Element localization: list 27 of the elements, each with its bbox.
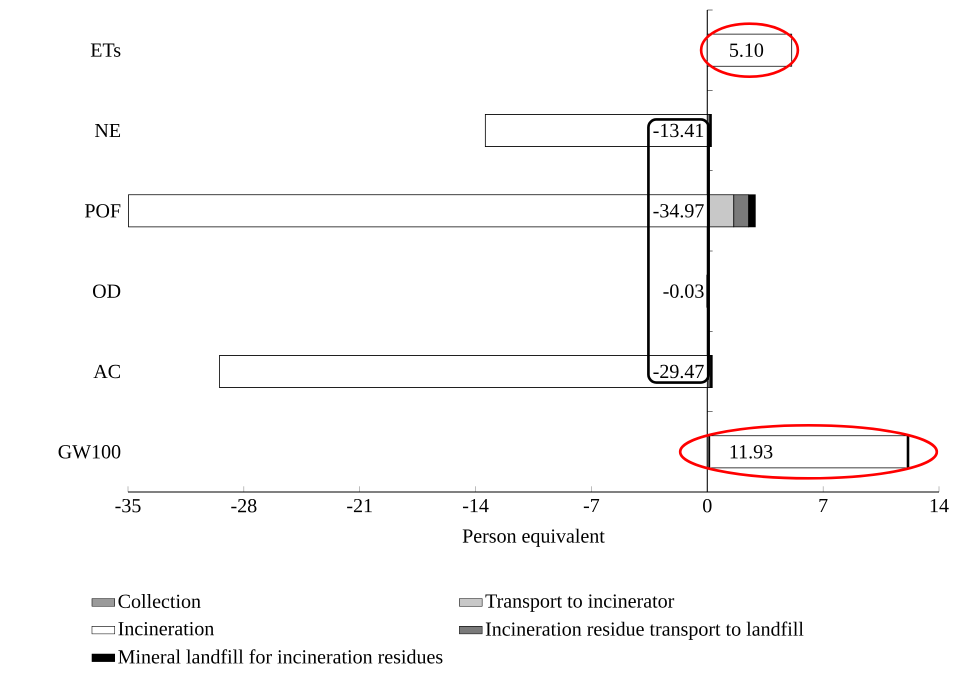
x-tick-label: 14 (930, 498, 949, 512)
data-label: -34.97 (653, 204, 704, 218)
data-label: 5.10 (730, 43, 764, 57)
x-tick-label: -14 (462, 498, 489, 512)
y-tick-label: NE (94, 124, 120, 138)
y-tick-label: AC (93, 364, 120, 378)
legend-label: Incineration (118, 622, 214, 636)
x-tick-label: -28 (231, 498, 256, 512)
legend-label: Transport to incinerator (485, 594, 674, 612)
x-tick-label: 0 (703, 498, 712, 512)
legend-label: Mineral landfill for incineration residues (118, 649, 442, 664)
y-tick-label: ETs (90, 44, 120, 57)
x-tick-label: -21 (347, 498, 372, 512)
legend-label: Incineration residue transport to landfill (486, 622, 804, 640)
data-label: -29.47 (653, 364, 704, 378)
x-axis-title: Person equivalent (462, 528, 605, 547)
data-label: 11.93 (730, 445, 772, 459)
y-tick-label: OD (93, 284, 120, 298)
x-tick-label: -35 (115, 498, 141, 512)
y-tick-label: GW100 (58, 445, 120, 459)
x-tick-label: 7 (819, 498, 828, 512)
x-tick-label: -7 (584, 498, 600, 512)
legend-label: Collection (118, 594, 201, 608)
data-label: -0.03 (663, 284, 704, 298)
bar (709, 435, 908, 468)
y-tick-label: POF (84, 204, 120, 218)
data-label: -13.41 (653, 124, 704, 138)
